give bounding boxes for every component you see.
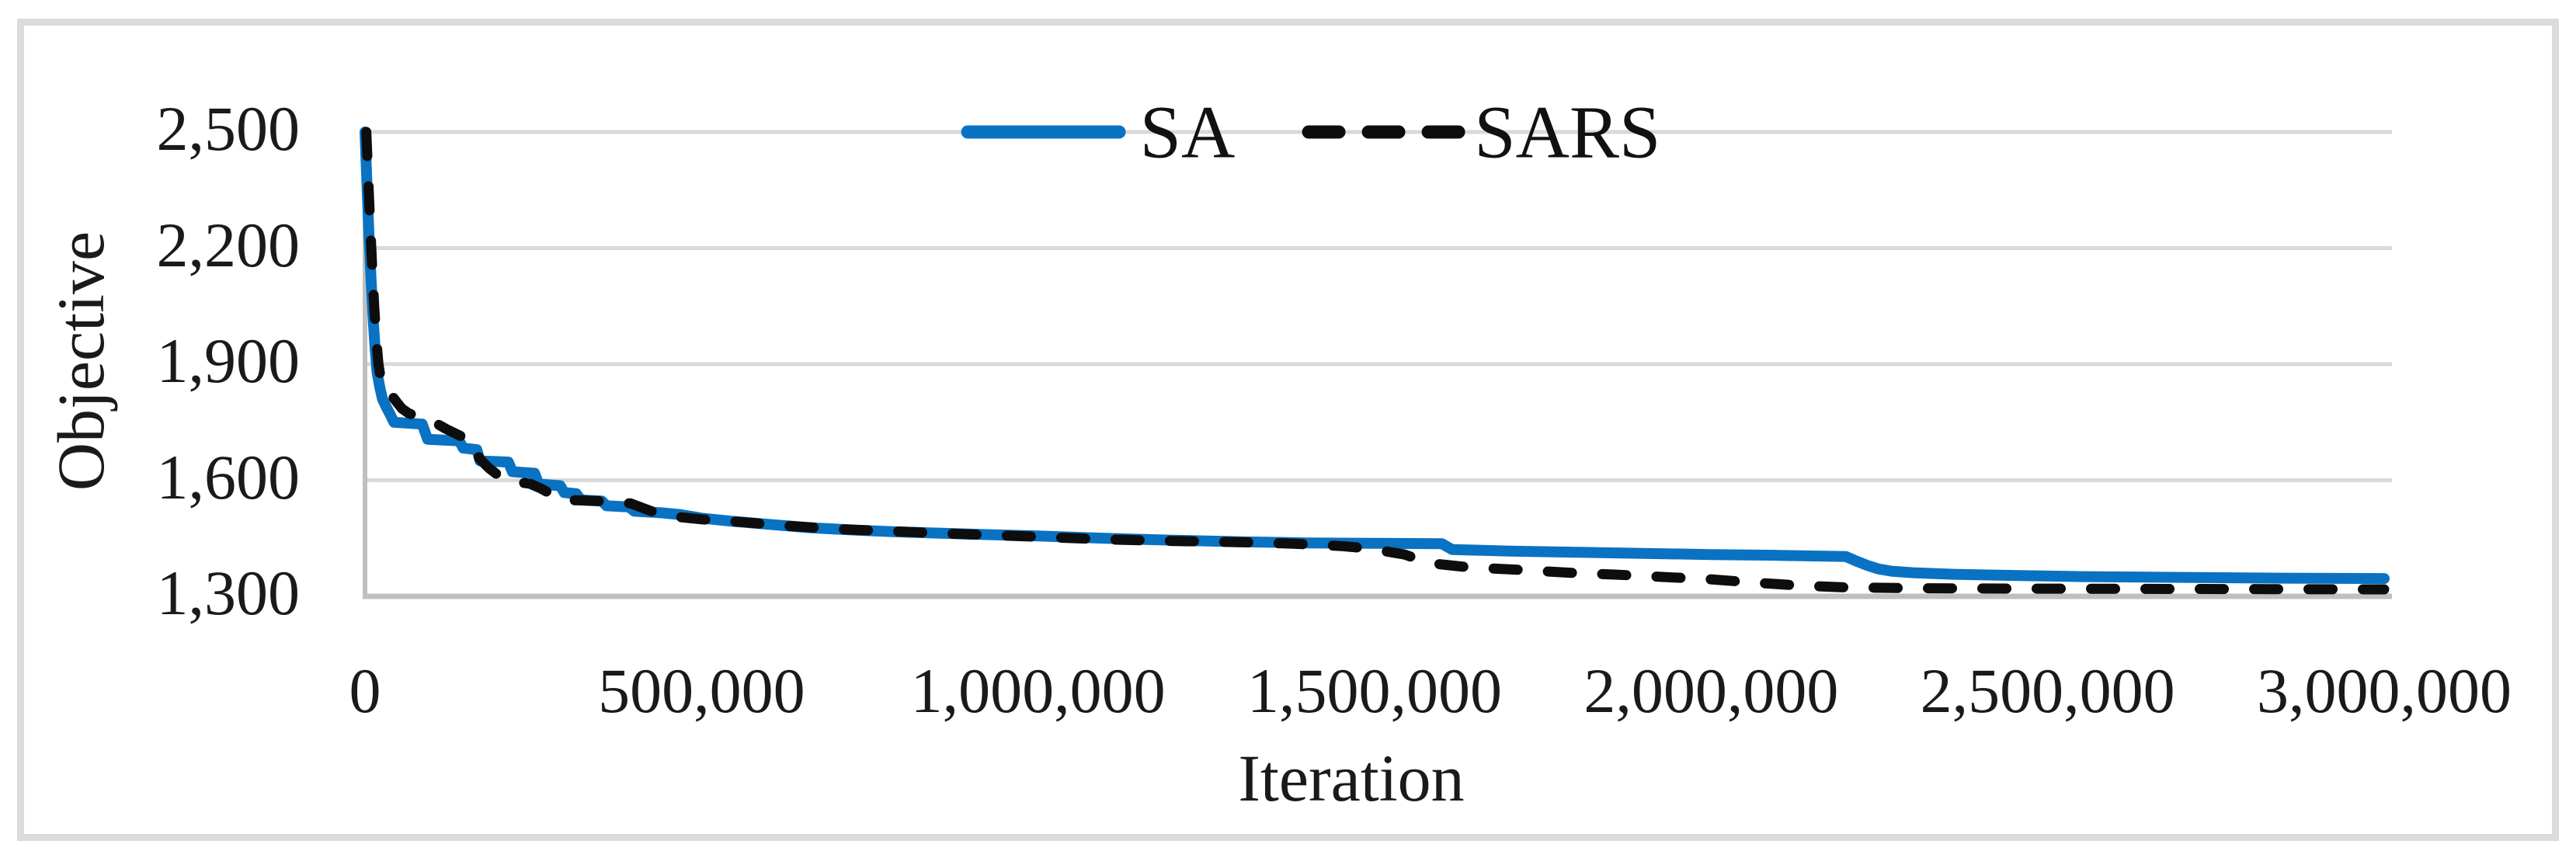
y-tick-label: 2,500 [156,93,301,165]
y-tick-label: 1,300 [156,558,301,629]
legend-label-sars: SARS [1474,90,1661,174]
x-tick-label: 1,000,000 [910,655,1166,726]
x-tick-label: 500,000 [598,655,805,726]
legend-line-sample-sars [1302,125,1465,139]
x-tick-label: 3,000,000 [2257,655,2512,726]
legend: SA SARS [961,89,1661,175]
legend-label-sa: SA [1139,90,1236,174]
y-tick-label: 2,200 [156,209,301,280]
legend-line-sample-sa [961,125,1126,139]
x-tick-label: 0 [349,655,381,726]
x-axis-title: Iteration [1238,741,1465,815]
legend-dash-segment [1421,125,1465,139]
y-axis-title: Objective [43,231,118,492]
x-tick-label: 2,500,000 [1920,655,2175,726]
x-tick-label: 2,000,000 [1583,655,1839,726]
y-tick-label: 1,900 [156,325,301,397]
y-tick-label: 1,600 [156,441,301,512]
x-tick-label: 1,500,000 [1247,655,1502,726]
series-line-sars [361,127,2390,595]
legend-dash-segment [1361,125,1406,139]
series-line-sa [360,127,2390,585]
legend-dash-segment [1302,125,1346,139]
